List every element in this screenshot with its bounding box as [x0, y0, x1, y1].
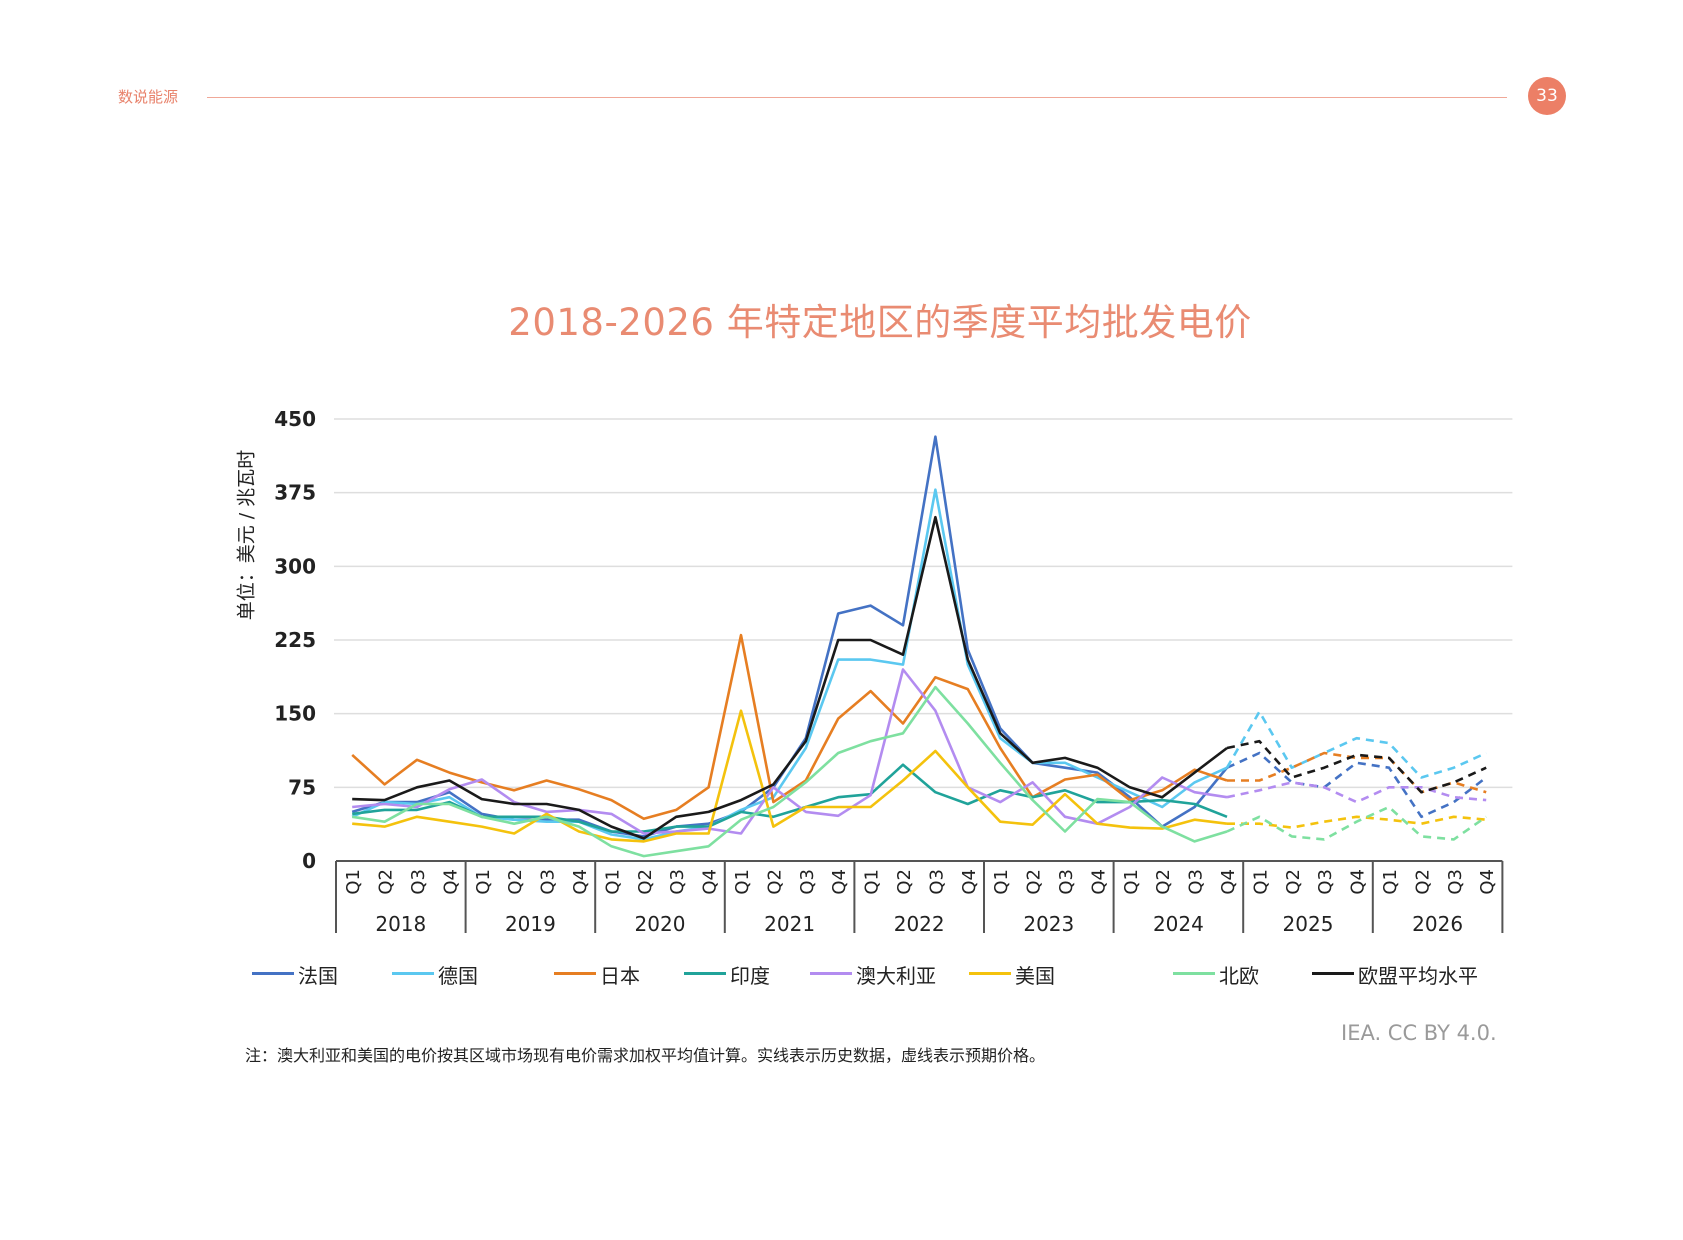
x-tick-quarter: Q3: [538, 869, 559, 895]
x-tick-year: 2019: [505, 912, 556, 936]
x-tick-quarter: Q2: [505, 869, 526, 895]
x-tick-quarter: Q2: [1412, 869, 1433, 895]
series-line-北欧: [352, 685, 1228, 858]
x-tick-quarter: Q4: [1348, 869, 1369, 895]
series-line-美国: [352, 709, 1228, 843]
legend-label: 德国: [438, 964, 478, 988]
legend-label: 欧盟平均水平: [1358, 964, 1478, 988]
series-line-欧盟平均水平: [352, 515, 1228, 840]
x-tick-quarter: Q1: [473, 869, 494, 895]
series-line-澳大利亚: [352, 668, 1228, 835]
series-forecast-line-欧盟平均水平: [1226, 739, 1487, 794]
x-tick-year: 2024: [1153, 912, 1204, 936]
legend-swatch: [252, 972, 294, 975]
x-tick-quarter: Q1: [991, 869, 1012, 895]
legend-swatch: [969, 972, 1011, 975]
series-forecast-line-澳大利亚: [1226, 781, 1487, 804]
legend-swatch: [1312, 972, 1354, 975]
x-tick-year: 2021: [764, 912, 815, 936]
y-tick-label: 300: [274, 554, 316, 578]
series-forecast-line-美国: [1227, 815, 1487, 829]
x-tick-quarter: Q2: [376, 869, 397, 895]
series-line-日本: [351, 633, 1228, 821]
x-tick-year: 2023: [1023, 912, 1074, 936]
x-tick-quarter: Q2: [764, 869, 785, 895]
legend-label: 澳大利亚: [856, 964, 936, 988]
x-tick-quarter: Q2: [1283, 869, 1304, 895]
x-tick-quarter: Q4: [829, 869, 850, 895]
x-tick-quarter: Q3: [1056, 869, 1077, 895]
y-axis-title: 单位：美元 / 兆瓦时: [235, 449, 258, 621]
legend-label: 法国: [298, 964, 338, 988]
chart-note: 注：澳大利亚和美国的电价按其区域市场现有电价需求加权平均值计算。实线表示历史数据…: [245, 1046, 1046, 1065]
x-tick-quarter: Q4: [570, 869, 591, 895]
series-forecast-line-北欧: [1226, 805, 1487, 841]
series-forecast-line-日本: [1227, 751, 1487, 794]
x-tick-quarter: Q1: [1250, 869, 1271, 895]
y-tick-label: 150: [274, 702, 316, 726]
legend-swatch: [810, 972, 852, 975]
x-tick-quarter: Q1: [732, 869, 753, 895]
legend-swatch: [684, 972, 726, 975]
x-tick-quarter: Q4: [1477, 869, 1498, 895]
x-tick-quarter: Q3: [1445, 869, 1466, 895]
x-tick-quarter: Q3: [667, 869, 688, 895]
x-tick-quarter: Q1: [602, 869, 623, 895]
legend-swatch: [554, 972, 596, 975]
x-tick-quarter: Q4: [700, 869, 721, 895]
x-tick-quarter: Q3: [1315, 869, 1336, 895]
x-tick-quarter: Q2: [635, 869, 656, 895]
y-tick-label: 225: [274, 628, 316, 652]
x-tick-year: 2022: [894, 912, 945, 936]
series-forecast-line-德国: [1225, 710, 1487, 779]
x-tick-quarter: Q4: [1088, 869, 1109, 895]
y-tick-label: 450: [274, 407, 316, 431]
y-tick-label: 75: [288, 775, 316, 799]
series-forecast-line-法国: [1226, 751, 1487, 819]
y-tick-label: 0: [302, 849, 316, 873]
legend-label: 美国: [1015, 964, 1055, 988]
series-line-印度: [352, 763, 1228, 833]
x-tick-quarter: Q2: [894, 869, 915, 895]
x-tick-year: 2018: [375, 912, 426, 936]
x-tick-quarter: Q2: [1024, 869, 1045, 895]
x-tick-year: 2026: [1412, 912, 1463, 936]
x-tick-quarter: Q1: [862, 869, 883, 895]
x-tick-quarter: Q4: [440, 869, 461, 895]
x-tick-quarter: Q4: [1218, 869, 1239, 895]
page-number-badge: 33: [1528, 77, 1566, 115]
x-tick-year: 2020: [635, 912, 686, 936]
x-tick-quarter: Q1: [1121, 869, 1142, 895]
x-tick-quarter: Q3: [926, 869, 947, 895]
x-tick-quarter: Q3: [1186, 869, 1207, 895]
source-credit: IEA. CC BY 4.0.: [1341, 1021, 1497, 1045]
x-tick-quarter: Q2: [1153, 869, 1174, 895]
x-tick-quarter: Q1: [343, 869, 364, 895]
legend-label: 印度: [730, 964, 770, 988]
legend-swatch: [392, 972, 434, 975]
legend-swatch: [1173, 972, 1215, 975]
y-tick-label: 375: [274, 481, 316, 505]
x-tick-quarter: Q1: [1380, 869, 1401, 895]
legend-label: 北欧: [1219, 964, 1259, 988]
chart-title: 2018-2026 年特定地区的季度平均批发电价: [508, 301, 1252, 344]
section-label: 数说能源: [118, 88, 179, 106]
x-tick-quarter: Q4: [959, 869, 980, 895]
chart-legend: 法国 德国 日本 印度 澳大利亚 美国 北欧 欧盟平均水平: [252, 958, 1522, 988]
legend-label: 日本: [600, 964, 640, 988]
series-line-德国: [351, 488, 1228, 841]
x-tick-quarter: Q3: [797, 869, 818, 895]
header-divider: [207, 97, 1507, 98]
x-tick-quarter: Q3: [408, 869, 429, 895]
x-tick-year: 2025: [1283, 912, 1334, 936]
